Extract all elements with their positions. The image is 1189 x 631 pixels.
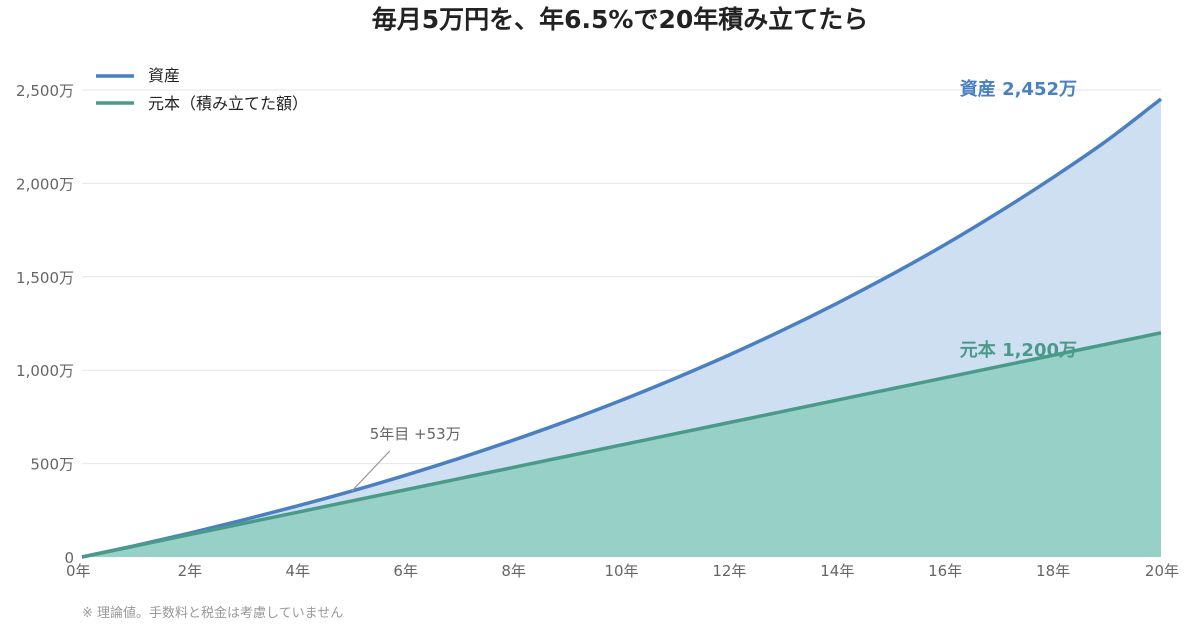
annotation: 5年目 +53万 bbox=[351, 425, 461, 492]
series-line-assets bbox=[81, 97, 1163, 559]
end-label-principal: 元本 1,200万 bbox=[960, 339, 1077, 361]
legend-label-assets: 資産 bbox=[148, 66, 180, 85]
y-axis-ticks: 0 500万 1,000万 1,500万 2,000万 2,500万 bbox=[16, 82, 74, 567]
x-tick-label-1: 2年 bbox=[178, 562, 203, 580]
footnote: ※ 理論値。手数料と税金は考慮していません bbox=[82, 605, 343, 621]
x-tick-label-6: 12年 bbox=[712, 562, 746, 580]
end-label-assets: 資産 2,452万 bbox=[960, 78, 1077, 100]
x-axis-ticks: 0年 2年 4年 6年 8年 10年 12年 14年 16年 18年 20年 bbox=[66, 562, 1179, 580]
series-areas bbox=[82, 98, 1161, 557]
legend-label-principal: 元本（積み立てた額） bbox=[148, 94, 308, 113]
y-tick-label-1: 500万 bbox=[30, 456, 74, 474]
annotation-leader-line bbox=[351, 450, 391, 492]
x-tick-label-10: 20年 bbox=[1145, 562, 1179, 580]
x-tick-label-5: 10年 bbox=[604, 562, 638, 580]
annotation-text: 5年目 +53万 bbox=[370, 425, 461, 443]
series-line-principal bbox=[81, 331, 1162, 559]
series-lines bbox=[81, 97, 1163, 559]
y-tick-label-2: 1,000万 bbox=[16, 362, 74, 380]
x-tick-label-3: 6年 bbox=[393, 562, 418, 580]
x-tick-label-4: 8年 bbox=[501, 562, 526, 580]
y-tick-label-3: 1,500万 bbox=[16, 269, 74, 287]
chart-title: 毎月5万円を、年6.5%で20年積み立てたら bbox=[372, 5, 869, 34]
legend: 資産 元本（積み立てた額） bbox=[96, 66, 308, 113]
y-tick-label-5: 2,500万 bbox=[16, 82, 74, 100]
y-tick-label-4: 2,000万 bbox=[16, 175, 74, 193]
y-tick-label-0: 0 bbox=[64, 549, 74, 567]
x-tick-label-8: 16年 bbox=[928, 562, 962, 580]
x-tick-label-9: 18年 bbox=[1036, 562, 1070, 580]
x-tick-label-0: 0年 bbox=[66, 562, 91, 580]
x-tick-label-7: 14年 bbox=[820, 562, 854, 580]
x-tick-label-2: 4年 bbox=[286, 562, 311, 580]
